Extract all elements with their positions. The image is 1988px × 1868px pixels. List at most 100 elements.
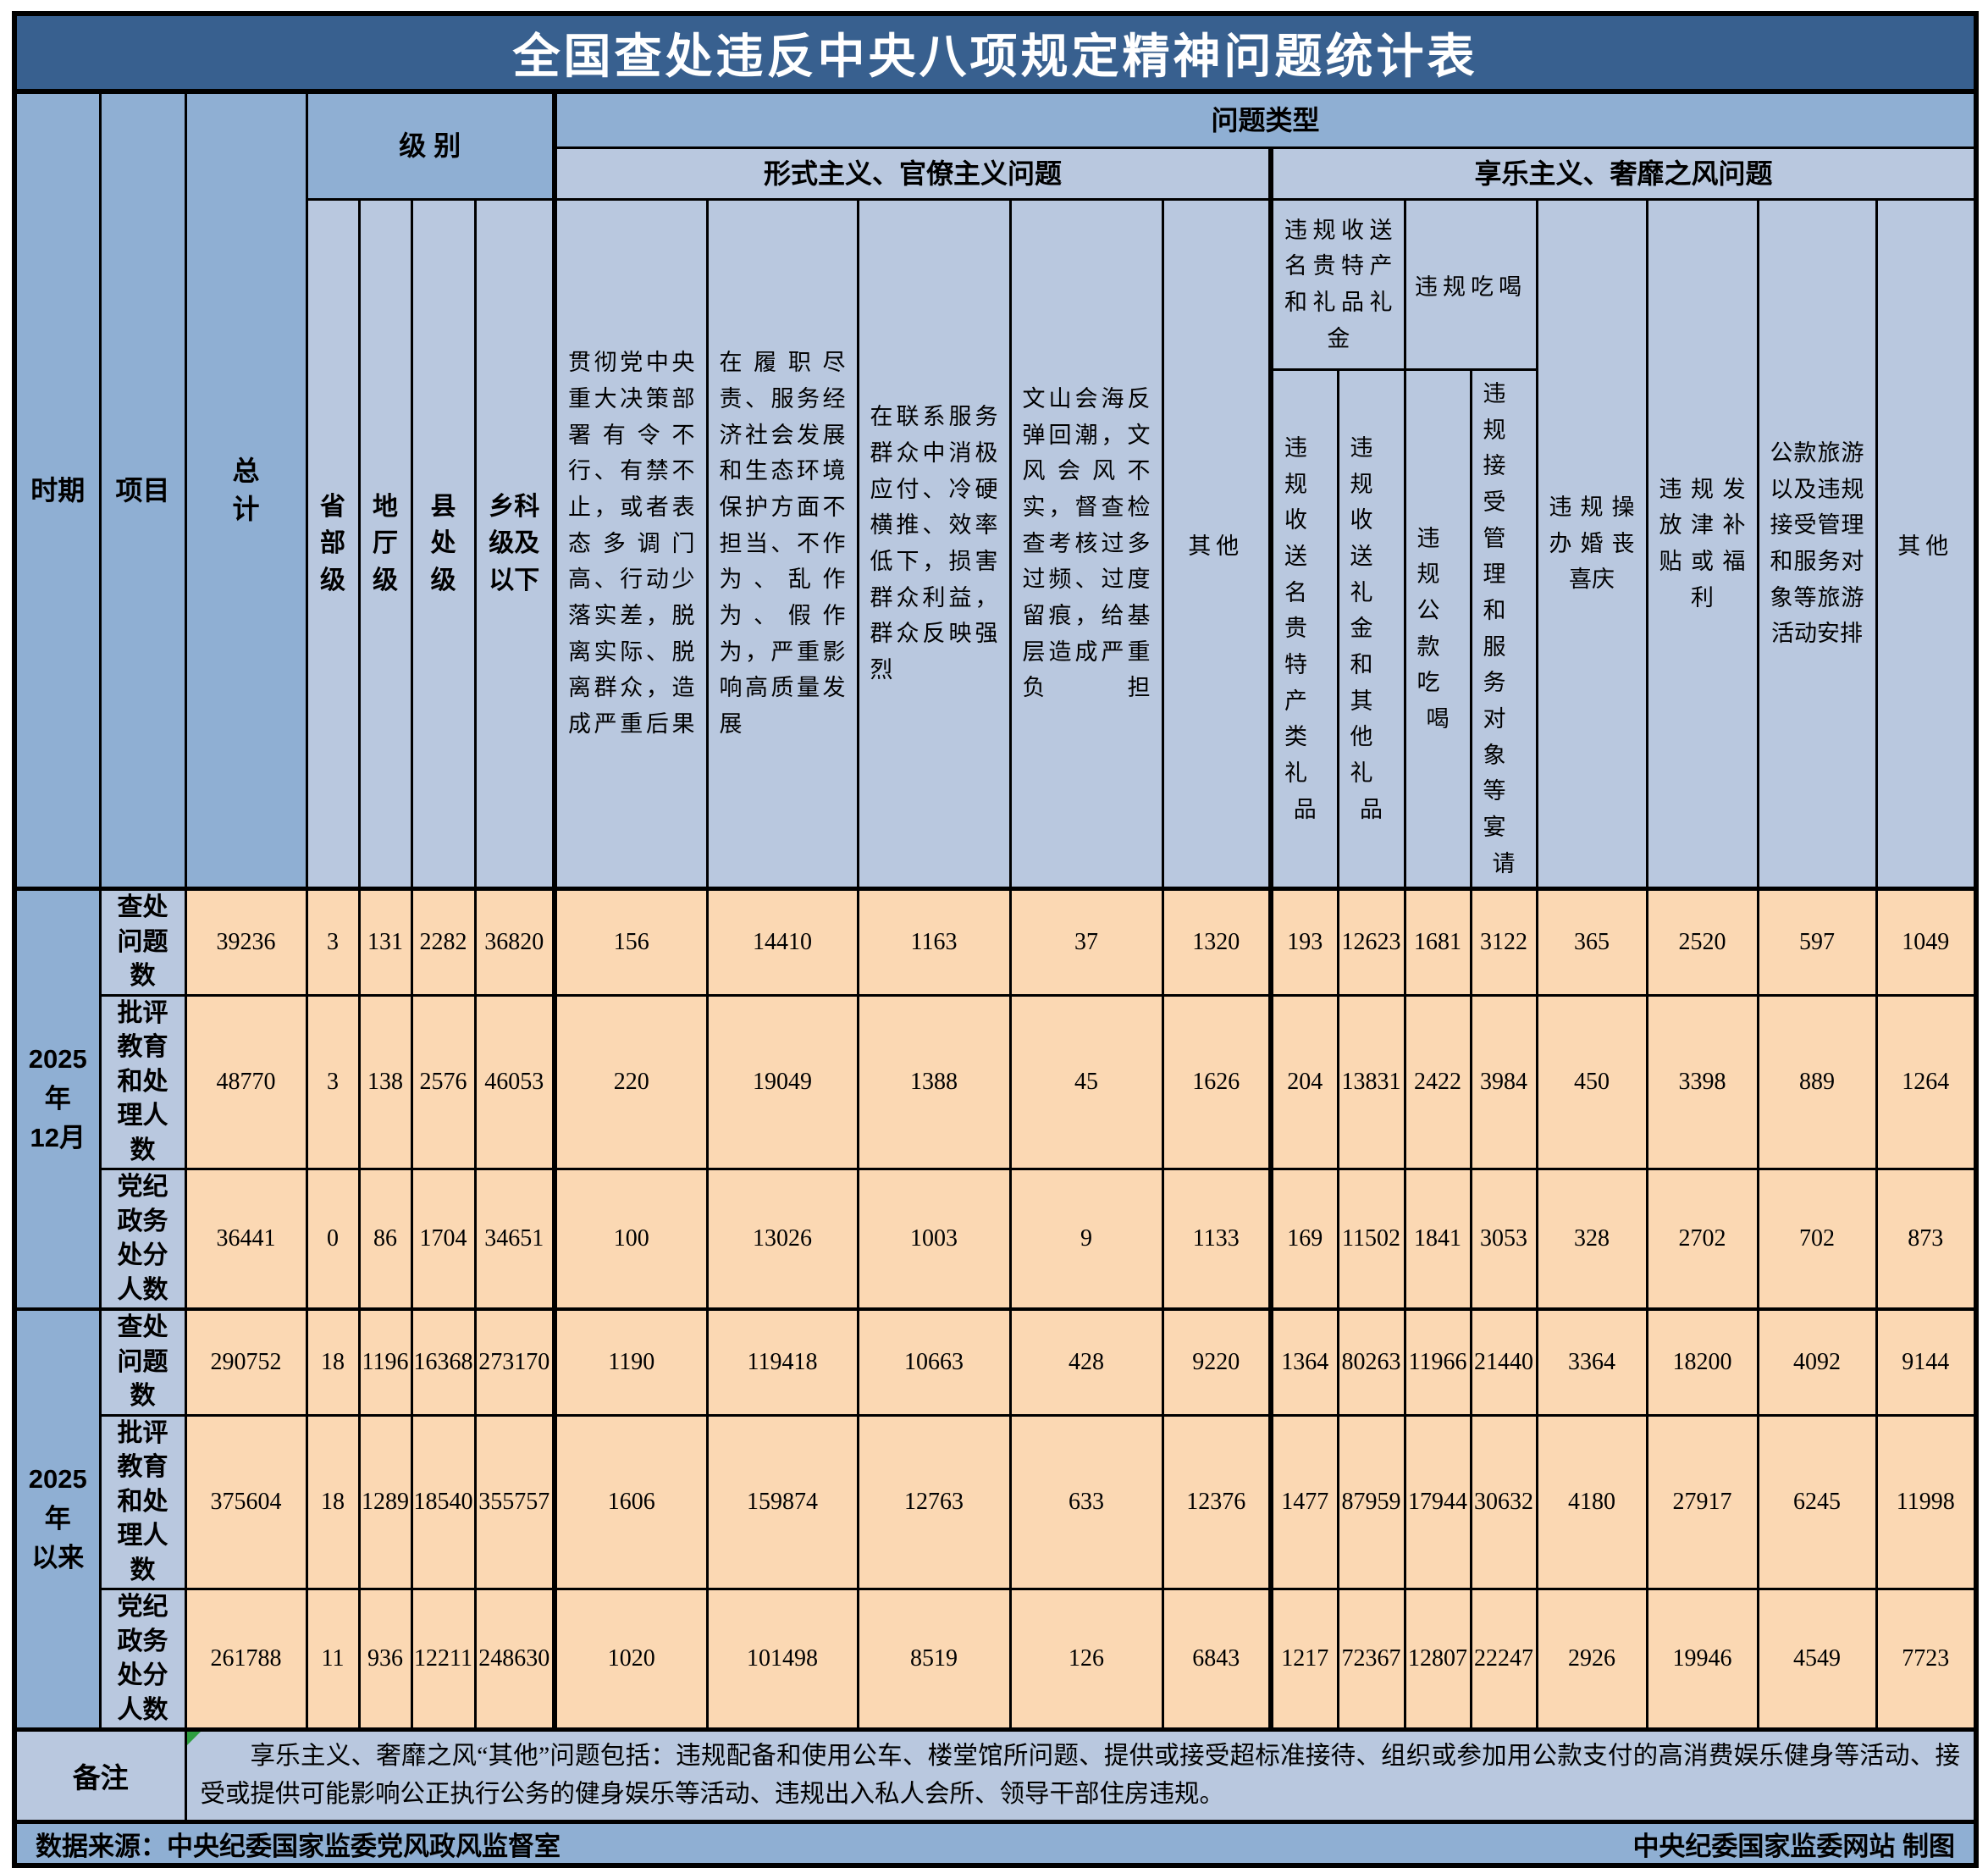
data-cell: 156 [552,887,709,997]
data-cell: 86 [357,1168,413,1311]
header-row-2: 形式主义、官僚主义问题 享乐主义、奢靡之风问题 [14,146,1978,201]
data-cell: 6245 [1756,1413,1878,1591]
gifts-parent-header: 违规收送名贵特产和礼品礼金 [1268,198,1406,371]
data-cell: 12376 [1161,1413,1273,1591]
data-cell: 1003 [856,1168,1012,1311]
data-cell: 87959 [1336,1413,1406,1591]
data-cell: 3984 [1469,993,1538,1171]
travel-col-header: 公款旅游以及违规接受管理和服务对象等旅游活动安排 [1756,197,1878,891]
data-cell: 13026 [705,1168,859,1311]
data-cell: 1133 [1161,1168,1273,1311]
data-cell: 193 [1268,887,1339,997]
level-sub-header-prefecture: 地厅级 [357,197,413,891]
level-sub-header-provincial: 省部级 [305,197,361,891]
data-cell: 4549 [1756,1588,1878,1732]
data-cell: 1289 [357,1413,413,1591]
data-cell: 1841 [1403,1168,1472,1311]
formalism-group-header: 形式主义、官僚主义问题 [552,146,1273,201]
data-cell: 22247 [1469,1588,1538,1732]
data-cell: 159874 [705,1413,859,1591]
data-cell: 2702 [1645,1168,1759,1311]
gifts-sub-header-specialty: 违规收送名贵特产类礼品 [1268,368,1339,891]
formalism-col-header-4: 文山会海反弹回潮，文风会风不实，督查检查考核过多过频、过度留痕，给基层造成严重负… [1008,197,1164,891]
data-cell: 450 [1535,993,1648,1171]
hedonism-other-header: 其他 [1875,197,1978,891]
data-cell: 34651 [473,1168,556,1311]
data-cell: 2576 [410,993,477,1171]
problem-type-header: 问题类型 [551,90,1978,149]
hedonism-group-header: 享乐主义、奢靡之风问题 [1267,146,1978,201]
data-cell: 365 [1535,887,1648,997]
page-title: 全国查处违反中央八项规定精神问题统计表 [13,12,1978,94]
data-cell: 1217 [1268,1588,1339,1732]
data-cell: 4180 [1535,1413,1648,1591]
header-row-4: 违规收送名贵特产类礼品 违规收送礼金和其他礼品 违规公款吃喝 违规接受管理和服务… [14,368,1976,891]
row-label-problems-found: 查处问题数 [98,887,187,997]
data-cell: 12763 [856,1413,1012,1591]
data-row: 党纪政务处分人数 36441 0 86 1704 34651 100 13026 1003 9 1… [14,1168,1978,1311]
data-cell: 873 [1875,1168,1978,1311]
remark-row: 备注 享乐主义、奢靡之风“其他”问题包括：违规配备和使用公车、楼堂馆所问题、提供… [13,1727,1978,1824]
data-cell: 16368 [410,1307,477,1417]
allowance-col-header: 违规发放津补贴或福利 [1645,197,1759,891]
data-cell: 11 [305,1588,361,1732]
data-cell: 1681 [1403,887,1472,997]
data-cell: 1196 [357,1307,413,1417]
data-cell: 0 [305,1168,361,1311]
dining-parent-header: 违规吃喝 [1403,198,1538,371]
gifts-sub-header-cash: 违规收送礼金和其他礼品 [1336,368,1406,891]
col-item-header: 项目 [98,90,187,891]
data-cell: 169 [1268,1168,1339,1311]
row-label-criticized: 批评教育和处理人数 [98,1413,187,1591]
data-cell: 18 [305,1413,361,1591]
data-cell: 702 [1756,1168,1878,1311]
data-cell: 9144 [1875,1307,1978,1417]
data-cell: 14410 [705,887,859,997]
dining-sub-header-public-funds: 违规公款吃喝 [1403,368,1472,891]
data-row: 2025年 12月 查处问题数 39236 3 131 2282 36820 156 1441… [13,887,1978,1311]
data-cell: 131 [357,887,413,997]
data-cell: 328 [1535,1168,1648,1311]
data-cell: 46053 [473,993,556,1171]
data-cell: 45 [1008,993,1164,1171]
period-cell-2025-ytd: 2025年 以来 [13,1307,102,1732]
data-row: 批评教育和处理人数 48770 3 138 2576 46053 220 19049 1388… [14,993,1978,1171]
data-cell: 39236 [184,887,308,997]
level-sub-header-township: 乡科级及以下 [473,197,556,891]
data-cell: 17944 [1403,1413,1472,1591]
data-cell: 936 [357,1588,413,1732]
data-cell: 19049 [705,993,859,1171]
col-period-header: 时期 [13,90,102,891]
data-cell: 19946 [1645,1588,1759,1732]
data-cell: 11998 [1875,1413,1978,1591]
data-cell: 48770 [184,993,308,1171]
data-cell: 1626 [1161,993,1273,1171]
data-cell: 4092 [1756,1307,1878,1417]
data-cell: 9 [1008,1168,1164,1311]
data-cell: 6843 [1161,1588,1273,1732]
data-cell: 36441 [184,1168,308,1311]
col-total-header: 总计 [184,90,308,891]
data-cell: 9220 [1161,1307,1273,1417]
data-cell: 18540 [410,1413,477,1591]
data-cell: 72367 [1336,1588,1406,1732]
data-cell: 37 [1008,887,1164,997]
data-cell: 101498 [705,1588,859,1732]
footer-credit: 中央纪委国家监委网站 制图 [1632,1831,1956,1861]
header-row-3: 省部级 地厅级 县处级 乡科级及以下 贯彻党中央重大决策部署有令不行、有禁不止，… [14,197,1978,891]
data-cell: 248630 [473,1588,556,1732]
data-cell: 355757 [473,1413,556,1591]
data-cell: 21440 [1469,1307,1538,1417]
data-cell: 633 [1008,1413,1164,1591]
data-cell: 1190 [552,1307,709,1417]
row-label-disciplined: 党纪政务处分人数 [98,1588,187,1732]
level-sub-header-county: 县处级 [410,197,477,891]
remark-text: 享乐主义、奢靡之风“其他”问题包括：违规配备和使用公车、楼堂馆所问题、提供或接受… [184,1727,1978,1824]
row-label-problems-found: 查处问题数 [98,1307,187,1417]
data-cell: 1606 [552,1413,709,1591]
data-cell: 18 [305,1307,361,1417]
data-cell: 12211 [410,1588,477,1732]
footer-row: 数据来源：中央纪委国家监委党风政风监督室 中央纪委国家监委网站 制图 [13,1820,1978,1868]
formalism-col-header-3: 在联系服务群众中消极应付、冷硬横推、效率低下，损害群众利益，群众反映强烈 [856,197,1012,891]
formalism-col-header-2: 在履职尽责、服务经济社会发展和生态环境保护方面不担当、不作为、乱作为、假作为，严… [705,197,859,891]
